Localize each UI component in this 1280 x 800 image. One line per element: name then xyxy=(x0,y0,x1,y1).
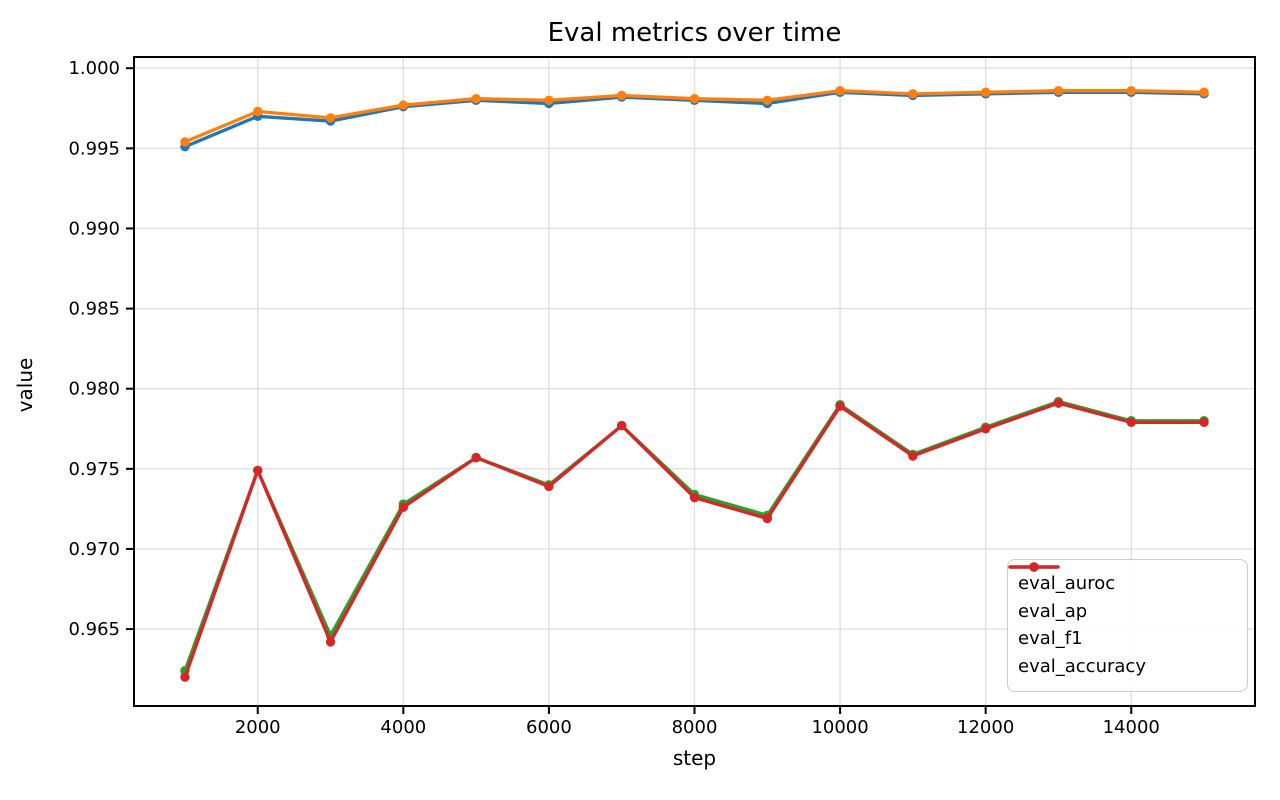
data-point-eval_ap xyxy=(617,90,627,101)
y-tick-label: 1.000 xyxy=(68,58,120,79)
legend-line-marker-icon xyxy=(1008,562,1060,572)
data-point-eval_accuracy xyxy=(544,481,554,492)
x-tick-label: 2000 xyxy=(235,717,281,738)
legend: eval_auroc eval_ap eval_f1 eval_accuracy xyxy=(1007,559,1248,692)
x-tick-label: 8000 xyxy=(672,717,718,738)
data-point-eval_accuracy xyxy=(689,492,700,503)
legend-item-eval_accuracy: eval_accuracy xyxy=(1008,562,1237,678)
data-point-eval_ap xyxy=(1199,87,1209,97)
x-tick-label: 4000 xyxy=(380,717,426,738)
data-point-eval_accuracy xyxy=(980,424,991,434)
x-tick-label: 10000 xyxy=(811,717,868,738)
data-point-eval_accuracy xyxy=(1199,417,1209,428)
data-point-eval_ap xyxy=(544,95,554,105)
data-point-eval_accuracy xyxy=(1053,398,1064,408)
data-point-eval_ap xyxy=(980,87,991,97)
data-point-eval_ap xyxy=(762,95,772,105)
chart-title: Eval metrics over time xyxy=(547,18,842,48)
legend-label: eval_f1 xyxy=(1018,628,1083,650)
x-tick-label: 12000 xyxy=(957,717,1014,738)
y-tick-label: 0.965 xyxy=(68,619,120,640)
y-axis-label: value xyxy=(13,357,37,413)
legend-label: eval_accuracy xyxy=(1018,656,1146,678)
legend-item-eval_f1: eval_f1 xyxy=(1008,562,1237,650)
data-point-eval_accuracy xyxy=(253,465,263,476)
data-point-eval_accuracy xyxy=(617,420,627,431)
y-tick-label: 0.985 xyxy=(68,299,120,320)
data-point-eval_ap xyxy=(908,89,918,99)
x-axis-label: step xyxy=(672,746,717,770)
data-point-eval_ap xyxy=(398,100,409,110)
y-tick-label: 0.980 xyxy=(68,379,120,400)
y-tick-label: 0.995 xyxy=(68,138,120,159)
data-point-eval_accuracy xyxy=(762,513,772,524)
data-point-eval_accuracy xyxy=(835,401,845,412)
data-point-eval_ap xyxy=(1053,85,1064,96)
data-point-eval_ap xyxy=(253,106,263,117)
legend-label: eval_ap xyxy=(1018,600,1088,622)
data-point-eval_accuracy xyxy=(398,502,409,512)
data-point-eval_ap xyxy=(325,113,336,123)
y-tick-label: 0.975 xyxy=(68,459,120,480)
x-tick-label: 14000 xyxy=(1103,717,1160,738)
data-point-eval_ap xyxy=(471,93,481,104)
data-point-eval_accuracy xyxy=(180,672,190,682)
y-tick-label: 0.990 xyxy=(68,218,120,239)
data-point-eval_ap xyxy=(1126,85,1136,96)
data-point-eval_accuracy xyxy=(471,452,481,463)
legend-item-eval_ap: eval_ap xyxy=(1008,562,1237,622)
data-point-eval_accuracy xyxy=(908,451,918,461)
x-tick-label: 6000 xyxy=(526,717,572,738)
legend-label: eval_auroc xyxy=(1018,572,1116,594)
data-point-eval_accuracy xyxy=(1126,417,1136,428)
data-point-eval_accuracy xyxy=(325,637,336,647)
data-point-eval_ap xyxy=(689,93,700,104)
y-tick-label: 0.970 xyxy=(68,539,120,560)
data-point-eval_ap xyxy=(835,85,845,96)
data-point-eval_ap xyxy=(180,137,190,147)
legend-item-eval_auroc: eval_auroc xyxy=(1008,562,1237,594)
